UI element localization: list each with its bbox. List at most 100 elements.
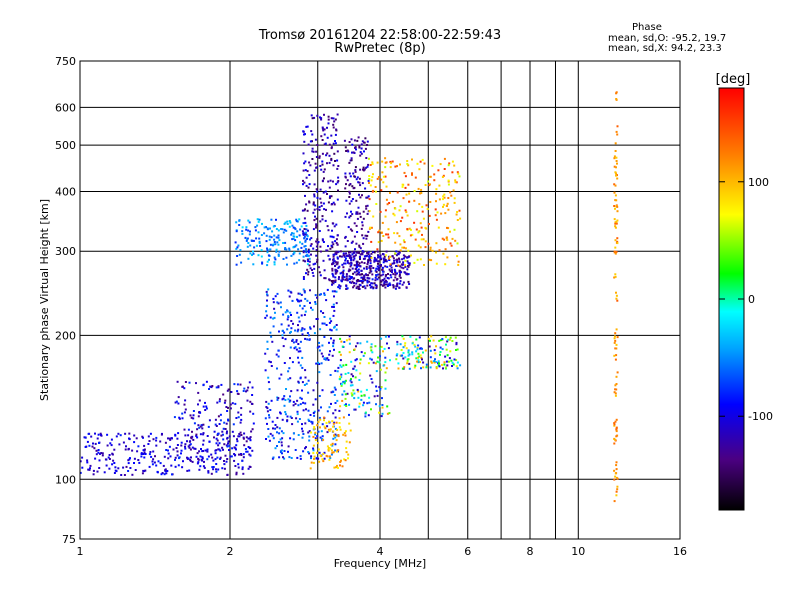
data-point [276, 301, 279, 304]
data-point [397, 367, 400, 370]
data-point [173, 416, 176, 419]
data-point [110, 438, 113, 441]
data-point [407, 183, 410, 186]
data-point [294, 329, 297, 332]
data-point [454, 181, 457, 184]
data-point [388, 255, 391, 258]
data-point [413, 261, 416, 264]
data-point [180, 449, 183, 452]
data-point [313, 455, 316, 458]
data-point [321, 139, 324, 141]
data-point [188, 469, 191, 472]
data-point [280, 451, 282, 454]
data-point [321, 218, 324, 221]
data-point [350, 276, 353, 278]
data-point [613, 500, 616, 503]
data-point [614, 142, 617, 145]
data-point [277, 349, 280, 352]
data-point [266, 294, 269, 297]
data-point [140, 452, 143, 455]
data-point [214, 449, 217, 452]
data-point [187, 434, 190, 437]
data-point [333, 120, 336, 123]
data-point [308, 420, 311, 422]
data-point [331, 390, 334, 393]
data-point [322, 129, 325, 132]
data-point [282, 345, 285, 348]
data-point [290, 291, 293, 294]
data-point [413, 343, 416, 346]
data-point [204, 401, 206, 404]
data-point [231, 402, 234, 405]
data-point [277, 243, 280, 246]
data-point [334, 279, 337, 282]
data-point [249, 466, 252, 468]
data-point [423, 162, 426, 165]
data-point [346, 260, 349, 262]
data-point [330, 329, 333, 332]
data-point [395, 254, 398, 257]
data-point [176, 437, 179, 440]
data-point [364, 287, 367, 290]
data-point [305, 272, 307, 275]
data-point [370, 343, 373, 346]
data-point [355, 148, 357, 151]
data-point [417, 361, 420, 364]
data-point [321, 344, 324, 347]
data-point [226, 410, 229, 412]
data-point [303, 313, 306, 316]
data-point [417, 244, 420, 247]
data-point [321, 152, 324, 155]
data-point [238, 219, 241, 222]
data-point [295, 261, 298, 264]
data-point [197, 457, 200, 460]
data-point [386, 265, 389, 268]
data-point [380, 415, 383, 418]
data-point [444, 366, 447, 369]
data-point [615, 468, 618, 471]
data-point [613, 165, 616, 168]
data-point [615, 490, 618, 493]
data-point [339, 428, 342, 431]
data-point [421, 205, 424, 208]
data-point [312, 412, 315, 414]
data-point [616, 210, 619, 213]
data-point [334, 409, 337, 412]
data-point [447, 227, 450, 230]
data-point [411, 158, 413, 161]
data-point [352, 389, 355, 392]
data-point [350, 256, 353, 259]
data-point [405, 286, 408, 289]
data-point [333, 394, 336, 396]
data-point [210, 453, 213, 456]
data-point [331, 305, 334, 308]
data-point [162, 464, 165, 467]
data-point [444, 212, 447, 215]
data-point [367, 195, 370, 198]
data-point [348, 351, 351, 354]
data-point [613, 183, 616, 186]
data-point [404, 247, 407, 250]
data-point [329, 328, 332, 331]
data-point [297, 434, 300, 436]
data-point [303, 209, 306, 212]
data-point [400, 263, 403, 266]
data-point [213, 430, 216, 433]
data-point [269, 243, 272, 246]
data-point [237, 463, 240, 466]
data-point [359, 362, 362, 365]
data-point [318, 371, 321, 374]
data-point [269, 227, 271, 230]
data-point [363, 274, 366, 277]
data-point [322, 312, 325, 314]
data-point [224, 428, 227, 430]
data-point [309, 301, 311, 304]
data-point [315, 245, 318, 248]
data-point [320, 204, 323, 207]
data-point [615, 174, 617, 177]
data-point [242, 472, 245, 475]
data-point [615, 354, 618, 357]
data-point [332, 261, 335, 264]
data-point [272, 243, 275, 246]
data-point [212, 466, 215, 468]
